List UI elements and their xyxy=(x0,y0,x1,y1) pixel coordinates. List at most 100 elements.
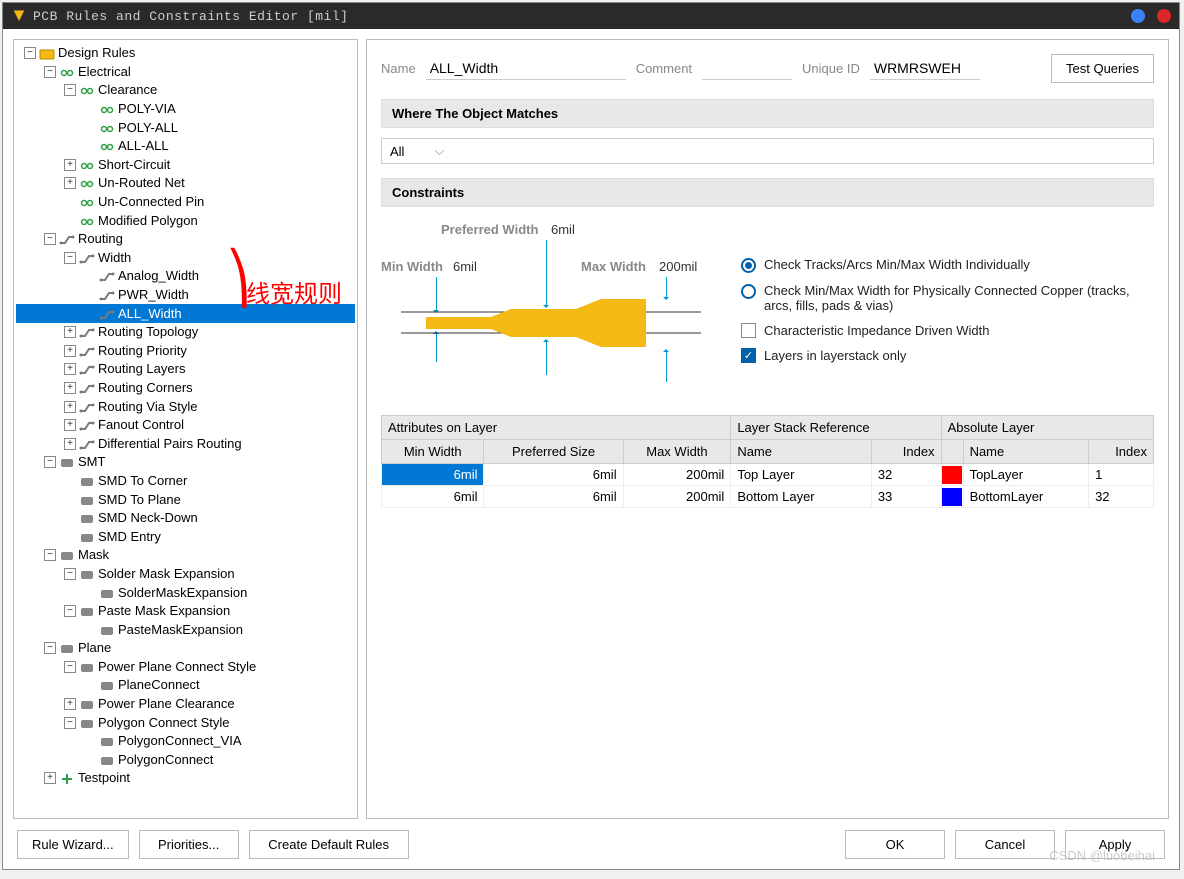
tree-node-plane[interactable]: −Plane xyxy=(16,639,355,658)
column-header[interactable]: Index xyxy=(871,440,941,464)
tree-node-planeconnect[interactable]: PlaneConnect xyxy=(16,676,355,695)
ok-button[interactable]: OK xyxy=(845,830,945,859)
expander-icon[interactable]: + xyxy=(44,772,56,784)
rules-tree[interactable]: ⎞ 线宽规则 −Design Rules−Electrical−Clearanc… xyxy=(13,39,358,819)
tree-node-mask[interactable]: −Mask xyxy=(16,546,355,565)
tree-node-un-connected-pin[interactable]: Un-Connected Pin xyxy=(16,193,355,212)
tree-node-short-circuit[interactable]: +Short-Circuit xyxy=(16,156,355,175)
tree-node-soldermaskexpansion[interactable]: SolderMaskExpansion xyxy=(16,583,355,602)
radio-individual[interactable]: Check Tracks/Arcs Min/Max Width Individu… xyxy=(741,257,1154,273)
comment-input[interactable] xyxy=(702,57,792,80)
tree-node-polygonconnect[interactable]: PolygonConnect xyxy=(16,751,355,770)
cancel-button[interactable]: Cancel xyxy=(955,830,1055,859)
apply-button[interactable]: Apply xyxy=(1065,830,1165,859)
expander-icon[interactable]: − xyxy=(24,47,36,59)
tree-node-routing-priority[interactable]: +Routing Priority xyxy=(16,342,355,361)
tree-node-smt[interactable]: −SMT xyxy=(16,453,355,472)
expander-icon[interactable]: − xyxy=(64,568,76,580)
expander-icon[interactable]: − xyxy=(44,549,56,561)
tree-node-fanout-control[interactable]: +Fanout Control xyxy=(16,416,355,435)
expander-icon[interactable]: − xyxy=(64,252,76,264)
tree-node-routing[interactable]: −Routing xyxy=(16,230,355,249)
max-width-label: Max Width xyxy=(581,259,646,274)
expander-icon[interactable]: − xyxy=(44,233,56,245)
expander-icon[interactable]: + xyxy=(64,177,76,189)
expander-icon[interactable]: − xyxy=(64,84,76,96)
scope-dropdown[interactable]: All ⌵ xyxy=(381,138,1154,164)
uniqueid-input[interactable] xyxy=(870,57,980,80)
cell-max[interactable]: 200mil xyxy=(623,464,731,486)
expander-icon[interactable]: − xyxy=(64,605,76,617)
tree-node-routing-via-style[interactable]: +Routing Via Style xyxy=(16,397,355,416)
tree-node-all-width[interactable]: ALL_Width xyxy=(16,304,355,323)
create-default-button[interactable]: Create Default Rules xyxy=(249,830,409,859)
check-impedance[interactable]: Characteristic Impedance Driven Width xyxy=(741,323,1154,338)
cell-pref[interactable]: 6mil xyxy=(484,464,623,486)
expander-icon[interactable]: + xyxy=(64,698,76,710)
tree-node-analog-width[interactable]: Analog_Width xyxy=(16,267,355,286)
table-row[interactable]: 6mil6mil200milTop Layer32TopLayer1 xyxy=(382,464,1154,486)
mask-icon xyxy=(99,624,115,636)
cell-min[interactable]: 6mil xyxy=(382,486,484,508)
column-header[interactable]: Min Width xyxy=(382,440,484,464)
expander-icon[interactable]: − xyxy=(44,642,56,654)
expander-icon[interactable]: + xyxy=(64,345,76,357)
tree-node-smd-to-plane[interactable]: SMD To Plane xyxy=(16,490,355,509)
tree-node-polygon-connect-style[interactable]: −Polygon Connect Style xyxy=(16,713,355,732)
close-button[interactable] xyxy=(1157,9,1171,23)
tree-node-un-routed-net[interactable]: +Un-Routed Net xyxy=(16,174,355,193)
expander-icon[interactable]: − xyxy=(44,66,56,78)
expander-icon[interactable]: + xyxy=(64,419,76,431)
tree-node-design-rules[interactable]: −Design Rules xyxy=(16,44,355,63)
tree-node-smd-to-corner[interactable]: SMD To Corner xyxy=(16,472,355,491)
tree-node-differential-pairs-routing[interactable]: +Differential Pairs Routing xyxy=(16,434,355,453)
tree-node-routing-corners[interactable]: +Routing Corners xyxy=(16,379,355,398)
layer-table[interactable]: Attributes on Layer Layer Stack Referenc… xyxy=(381,415,1154,508)
column-header[interactable]: Name xyxy=(963,440,1089,464)
tree-node-all-all[interactable]: ALL-ALL xyxy=(16,137,355,156)
name-input[interactable] xyxy=(426,57,626,80)
tree-node-pwr-width[interactable]: PWR_Width xyxy=(16,286,355,305)
cell-pref[interactable]: 6mil xyxy=(484,486,623,508)
tree-node-paste-mask-expansion[interactable]: −Paste Mask Expansion xyxy=(16,602,355,621)
cell-max[interactable]: 200mil xyxy=(623,486,731,508)
expander-icon[interactable]: + xyxy=(64,401,76,413)
column-header[interactable] xyxy=(941,440,963,464)
tree-node-power-plane-clearance[interactable]: +Power Plane Clearance xyxy=(16,695,355,714)
tree-node-pastemaskexpansion[interactable]: PasteMaskExpansion xyxy=(16,620,355,639)
tree-node-poly-all[interactable]: POLY-ALL xyxy=(16,118,355,137)
column-header[interactable]: Name xyxy=(731,440,872,464)
expander-icon[interactable]: + xyxy=(64,382,76,394)
expander-icon[interactable]: − xyxy=(64,717,76,729)
tree-node-smd-entry[interactable]: SMD Entry xyxy=(16,527,355,546)
expander-icon[interactable]: + xyxy=(64,159,76,171)
expander-icon[interactable]: + xyxy=(64,363,76,375)
column-header[interactable]: Preferred Size xyxy=(484,440,623,464)
table-row[interactable]: 6mil6mil200milBottom Layer33BottomLayer3… xyxy=(382,486,1154,508)
minimize-button[interactable] xyxy=(1131,9,1145,23)
test-queries-button[interactable]: Test Queries xyxy=(1051,54,1154,83)
expander-icon[interactable]: − xyxy=(64,661,76,673)
column-header[interactable]: Max Width xyxy=(623,440,731,464)
cell-min[interactable]: 6mil xyxy=(382,464,484,486)
tree-node-routing-topology[interactable]: +Routing Topology xyxy=(16,323,355,342)
tree-node-power-plane-connect-style[interactable]: −Power Plane Connect Style xyxy=(16,658,355,677)
tree-node-clearance[interactable]: −Clearance xyxy=(16,81,355,100)
tree-node-routing-layers[interactable]: +Routing Layers xyxy=(16,360,355,379)
tree-node-width[interactable]: −Width xyxy=(16,249,355,268)
priorities-button[interactable]: Priorities... xyxy=(139,830,239,859)
check-layerstack[interactable]: ✓ Layers in layerstack only xyxy=(741,348,1154,363)
expander-icon[interactable]: − xyxy=(44,456,56,468)
tree-node-smd-neck-down[interactable]: SMD Neck-Down xyxy=(16,509,355,528)
tree-node-poly-via[interactable]: POLY-VIA xyxy=(16,100,355,119)
rule-wizard-button[interactable]: Rule Wizard... xyxy=(17,830,129,859)
tree-node-electrical[interactable]: −Electrical xyxy=(16,63,355,82)
expander-icon[interactable]: + xyxy=(64,326,76,338)
tree-node-modified-polygon[interactable]: Modified Polygon xyxy=(16,211,355,230)
tree-node-testpoint[interactable]: +Testpoint xyxy=(16,769,355,788)
radio-connected-copper[interactable]: Check Min/Max Width for Physically Conne… xyxy=(741,283,1154,313)
tree-node-polygonconnect-via[interactable]: PolygonConnect_VIA xyxy=(16,732,355,751)
column-header[interactable]: Index xyxy=(1089,440,1154,464)
tree-node-solder-mask-expansion[interactable]: −Solder Mask Expansion xyxy=(16,565,355,584)
expander-icon[interactable]: + xyxy=(64,438,76,450)
